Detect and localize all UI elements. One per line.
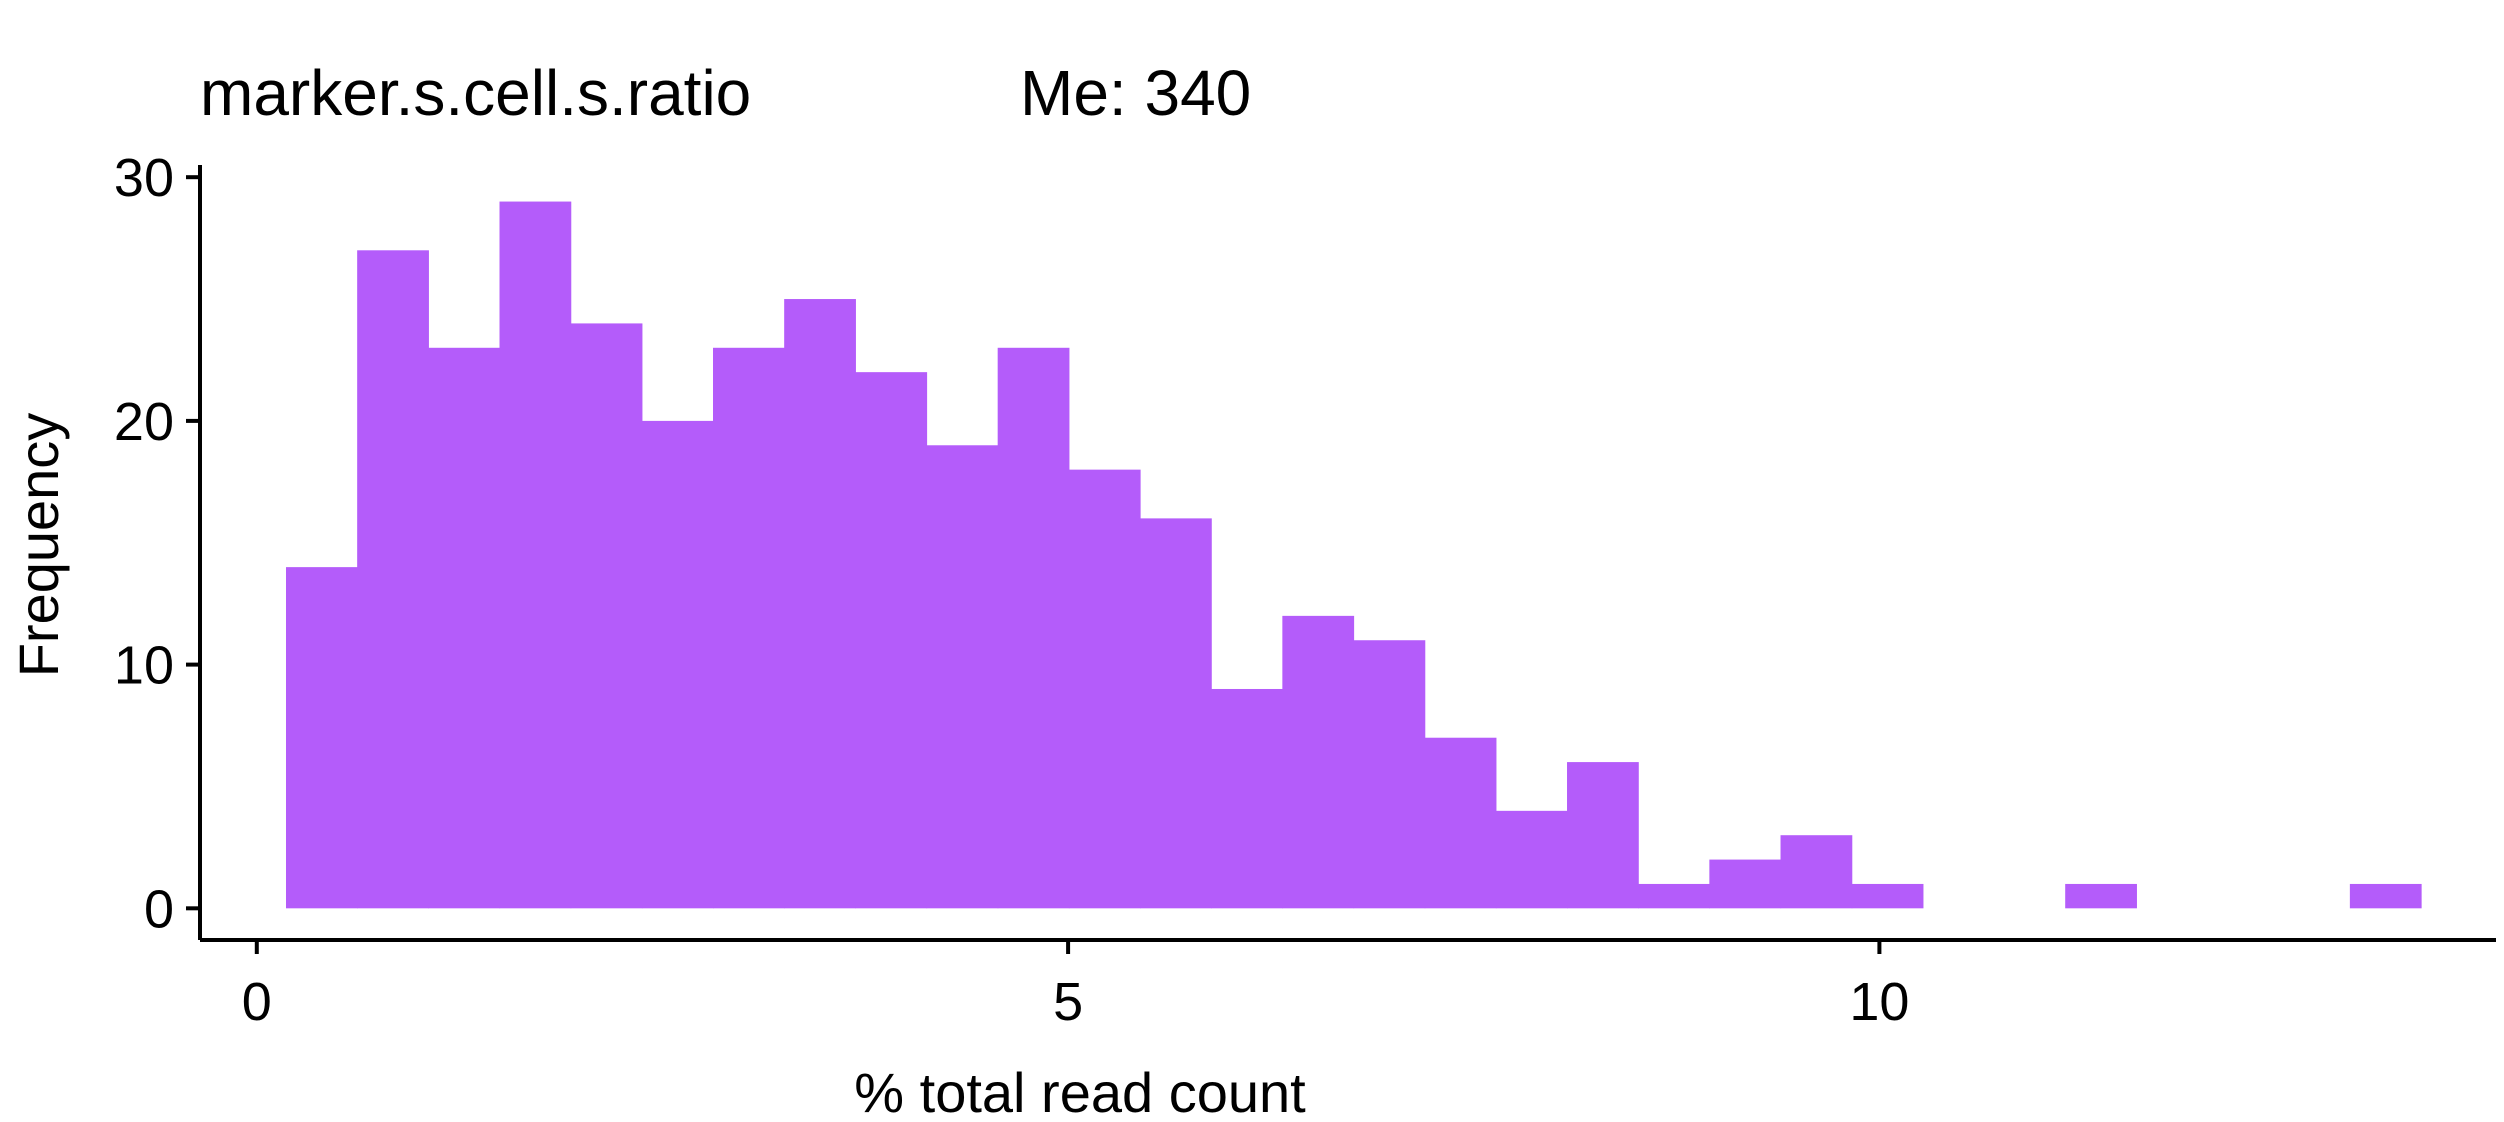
histogram-bar-12 [1140, 518, 1212, 909]
histogram-bar-7 [784, 299, 856, 909]
histogram-bar-9 [926, 445, 999, 909]
y-axis-label: Frequency [7, 413, 70, 678]
histogram-bar-1 [357, 250, 429, 909]
histogram-bar-3 [499, 201, 572, 909]
histogram-bar-6 [713, 347, 785, 909]
histogram-bar-10 [997, 347, 1070, 909]
histogram-bar-25 [2065, 883, 2137, 909]
histogram-bar-16 [1424, 737, 1497, 909]
histogram-bar-22 [1851, 883, 1924, 909]
y-axis-ticks: 0 10 20 30 [114, 148, 200, 939]
histogram-bar-4 [570, 323, 643, 909]
x-tick-label: 0 [242, 972, 272, 1032]
histogram-bar-8 [855, 372, 928, 909]
y-tick-label: 0 [144, 879, 174, 939]
chart-subtitle: Me: 340 [1020, 57, 1251, 129]
x-tick-label: 10 [1849, 972, 1909, 1032]
y-tick-label: 20 [114, 392, 174, 452]
histogram-bar-2 [428, 347, 501, 909]
histogram-bar-21 [1780, 835, 1853, 909]
y-tick-label: 10 [114, 636, 174, 696]
histogram-bar-29 [2349, 883, 2422, 909]
histogram-bar-17 [1495, 810, 1568, 909]
y-tick-label: 30 [114, 148, 174, 208]
histogram-bar-11 [1068, 469, 1141, 909]
chart-title: marker.s.cell.s.ratio [200, 57, 751, 129]
histogram-bar-5 [641, 420, 714, 909]
x-axis-ticks: 0 5 10 [242, 940, 1909, 1032]
histogram-bar-13 [1211, 688, 1283, 909]
histogram-bar-20 [1709, 859, 1782, 909]
histogram-bar-18 [1567, 762, 1639, 909]
histogram-bar-14 [1282, 615, 1355, 909]
histogram-bar-0 [285, 567, 358, 909]
x-tick-label: 5 [1053, 972, 1083, 1032]
histogram-bars [285, 201, 2422, 909]
histogram-bar-19 [1638, 883, 1710, 909]
x-axis-label: % total read count [854, 1061, 1306, 1122]
histogram-bar-15 [1353, 640, 1426, 909]
